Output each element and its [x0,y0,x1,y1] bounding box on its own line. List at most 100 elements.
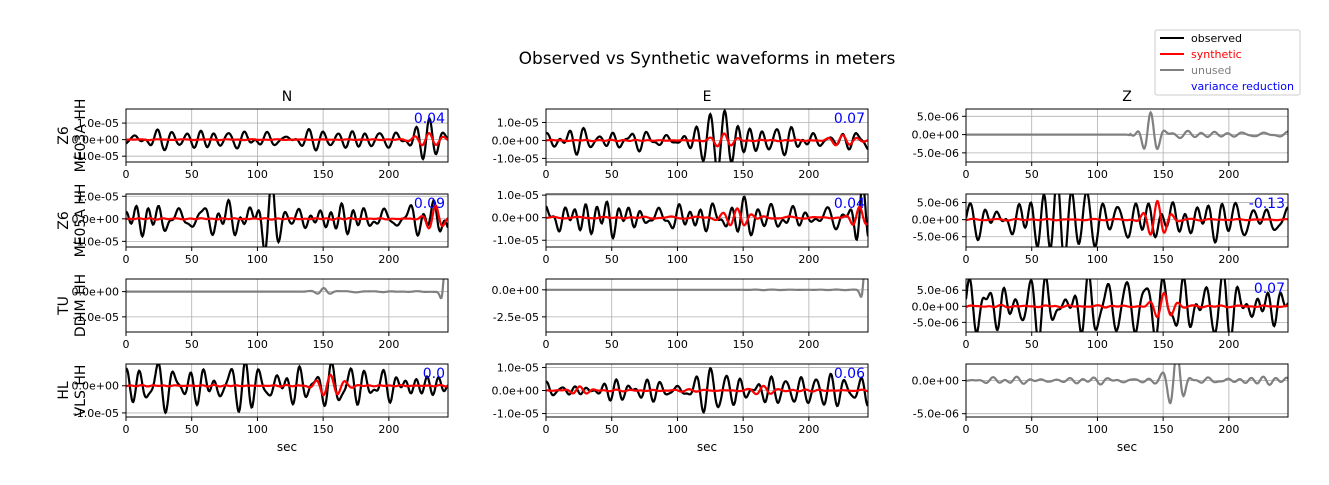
variance-reduction-label: 0.04 [414,111,445,127]
x-tick-label: 0 [123,168,130,181]
figure-title: Observed vs Synthetic waveforms in meter… [519,49,896,69]
y-tick-label: 0.0e+00 [912,129,959,142]
panel-frame [125,193,449,248]
x-tick-label: 100 [1087,168,1108,181]
x-tick-label: 50 [185,423,199,436]
legend-label-unused: unused [1191,64,1231,77]
variance-reduction-label: 0.06 [834,366,865,382]
x-tick-label: 50 [1025,423,1039,436]
y-tick-label: 5.0e-06 [917,197,959,210]
x-tick-label: 50 [1025,253,1039,266]
y-tick-label: 0.0e+00 [72,286,119,299]
x-tick-label: 100 [247,423,268,436]
x-tick-label: 100 [247,338,268,351]
observed-trace [546,109,868,162]
unused-trace [126,279,445,300]
y-tick-label: -1.0e-05 [493,152,539,165]
y-tick-label: 1.0e-05 [497,361,539,374]
y-tick-label: -1.0e-05 [493,408,539,421]
legend-label-variance-reduction: variance reduction [1191,80,1294,93]
x-tick-label: 0 [963,338,970,351]
y-tick-label: 0.0e+00 [492,284,539,297]
x-tick-label: 150 [313,338,334,351]
x-tick-label: 200 [1218,168,1239,181]
x-tick-label: 200 [378,423,399,436]
row-label-line: VLS HH [73,365,89,417]
unused-trace [966,110,1288,151]
variance-reduction-label: 0.07 [1254,281,1285,297]
x-tick-label: 100 [1087,338,1108,351]
panel-grid: N E Z Z6ME03A HH 0 50 100 150 200 1.0e-05 0.0e+00 -… [56,89,1289,454]
panel-frame [125,108,449,163]
x-tick-label: 100 [667,168,688,181]
synthetic-trace [126,204,448,230]
x-tick-label: 150 [1153,253,1174,266]
variance-reduction-label: 0.0 [423,366,445,382]
y-tick-label: -1.0e-05 [73,407,119,420]
panel-frame [965,278,1289,333]
panel-r2-c1: 0 50 100 150 200 0.0e+00 -2.5e-05 [492,278,869,351]
x-tick-label: 100 [667,338,688,351]
variance-reduction-label: -0.13 [1249,196,1285,212]
y-tick-label: 1.0e-05 [77,117,119,130]
x-tick-label: 200 [798,168,819,181]
x-tick-label: 150 [1153,338,1174,351]
legend: observed synthetic unused variance reductio… [1154,29,1301,96]
y-tick-label: -5.0e-06 [913,231,959,244]
x-tick-label: 100 [247,253,268,266]
x-tick-label: 50 [1025,338,1039,351]
y-tick-label: -5.0e-06 [913,147,959,160]
row-label-3: HLVLS HH [56,365,89,417]
panel-r2-c2: 0 50 100 150 200 5.0e-06 0.0e+00 -5.0e-06 0.07 [912,278,1289,351]
x-tick-label: 200 [1218,253,1239,266]
unused-trace [966,364,1288,405]
x-tick-label: 50 [605,338,619,351]
row-label-0: Z6ME03A HH [56,99,89,173]
panel-r0-c1: 0 50 100 150 200 1.0e-05 0.0e+00 -1.0e-05 0.07 [492,108,869,181]
x-tick-label: 0 [543,168,550,181]
column-title-N: N [282,89,292,105]
x-tick-label: 50 [605,423,619,436]
panel-frame [965,108,1289,163]
y-tick-label: -2.5e-05 [493,311,539,324]
y-tick-label: 5.0e-06 [917,110,959,123]
panel-r3-c2: 0 50 100 150 200 0.0e+00 -5.0e-06 sec [912,363,1289,454]
y-tick-label: 0.0e+00 [72,380,119,393]
x-tick-label: 150 [1153,423,1174,436]
x-tick-label: 0 [963,253,970,266]
x-axis-label: sec [1117,440,1137,454]
x-tick-label: 100 [667,253,688,266]
x-tick-label: 0 [123,253,130,266]
synthetic-trace [126,373,448,397]
column-title-Z: Z [1122,89,1132,105]
panel-frame [965,193,1289,248]
x-tick-label: 200 [378,253,399,266]
observed-trace [966,194,1288,247]
y-tick-label: 0.0e+00 [72,134,119,147]
y-tick-label: -5.0e-06 [913,316,959,329]
panel-frame [125,363,449,418]
panel-frame [125,278,449,333]
x-tick-label: 50 [605,253,619,266]
row-label-line: ME05A HH [73,184,89,258]
x-tick-label: 0 [123,338,130,351]
legend-label-synthetic: synthetic [1191,48,1242,61]
x-tick-label: 200 [798,253,819,266]
observed-trace [126,364,448,415]
x-tick-label: 50 [185,338,199,351]
y-tick-label: -1.0e-05 [73,235,119,248]
panel-r3-c0: 0 50 100 150 200 0.0e+00 -1.0e-05 0.0 sec [72,363,449,454]
y-tick-label: 1.0e-05 [497,189,539,202]
row-label-2: TUDDIM HH [56,274,89,337]
row-label-line: ME03A HH [73,99,89,173]
y-tick-label: 0.0e+00 [912,375,959,388]
x-tick-label: 150 [733,253,754,266]
y-tick-label: -5.0e-06 [913,408,959,421]
x-tick-label: 150 [313,423,334,436]
observed-trace [126,194,448,247]
column-title-E: E [703,89,712,105]
row-label-line: TU [56,296,72,316]
y-tick-label: -1.0e-05 [73,150,119,163]
variance-reduction-label: 0.04 [834,196,865,212]
